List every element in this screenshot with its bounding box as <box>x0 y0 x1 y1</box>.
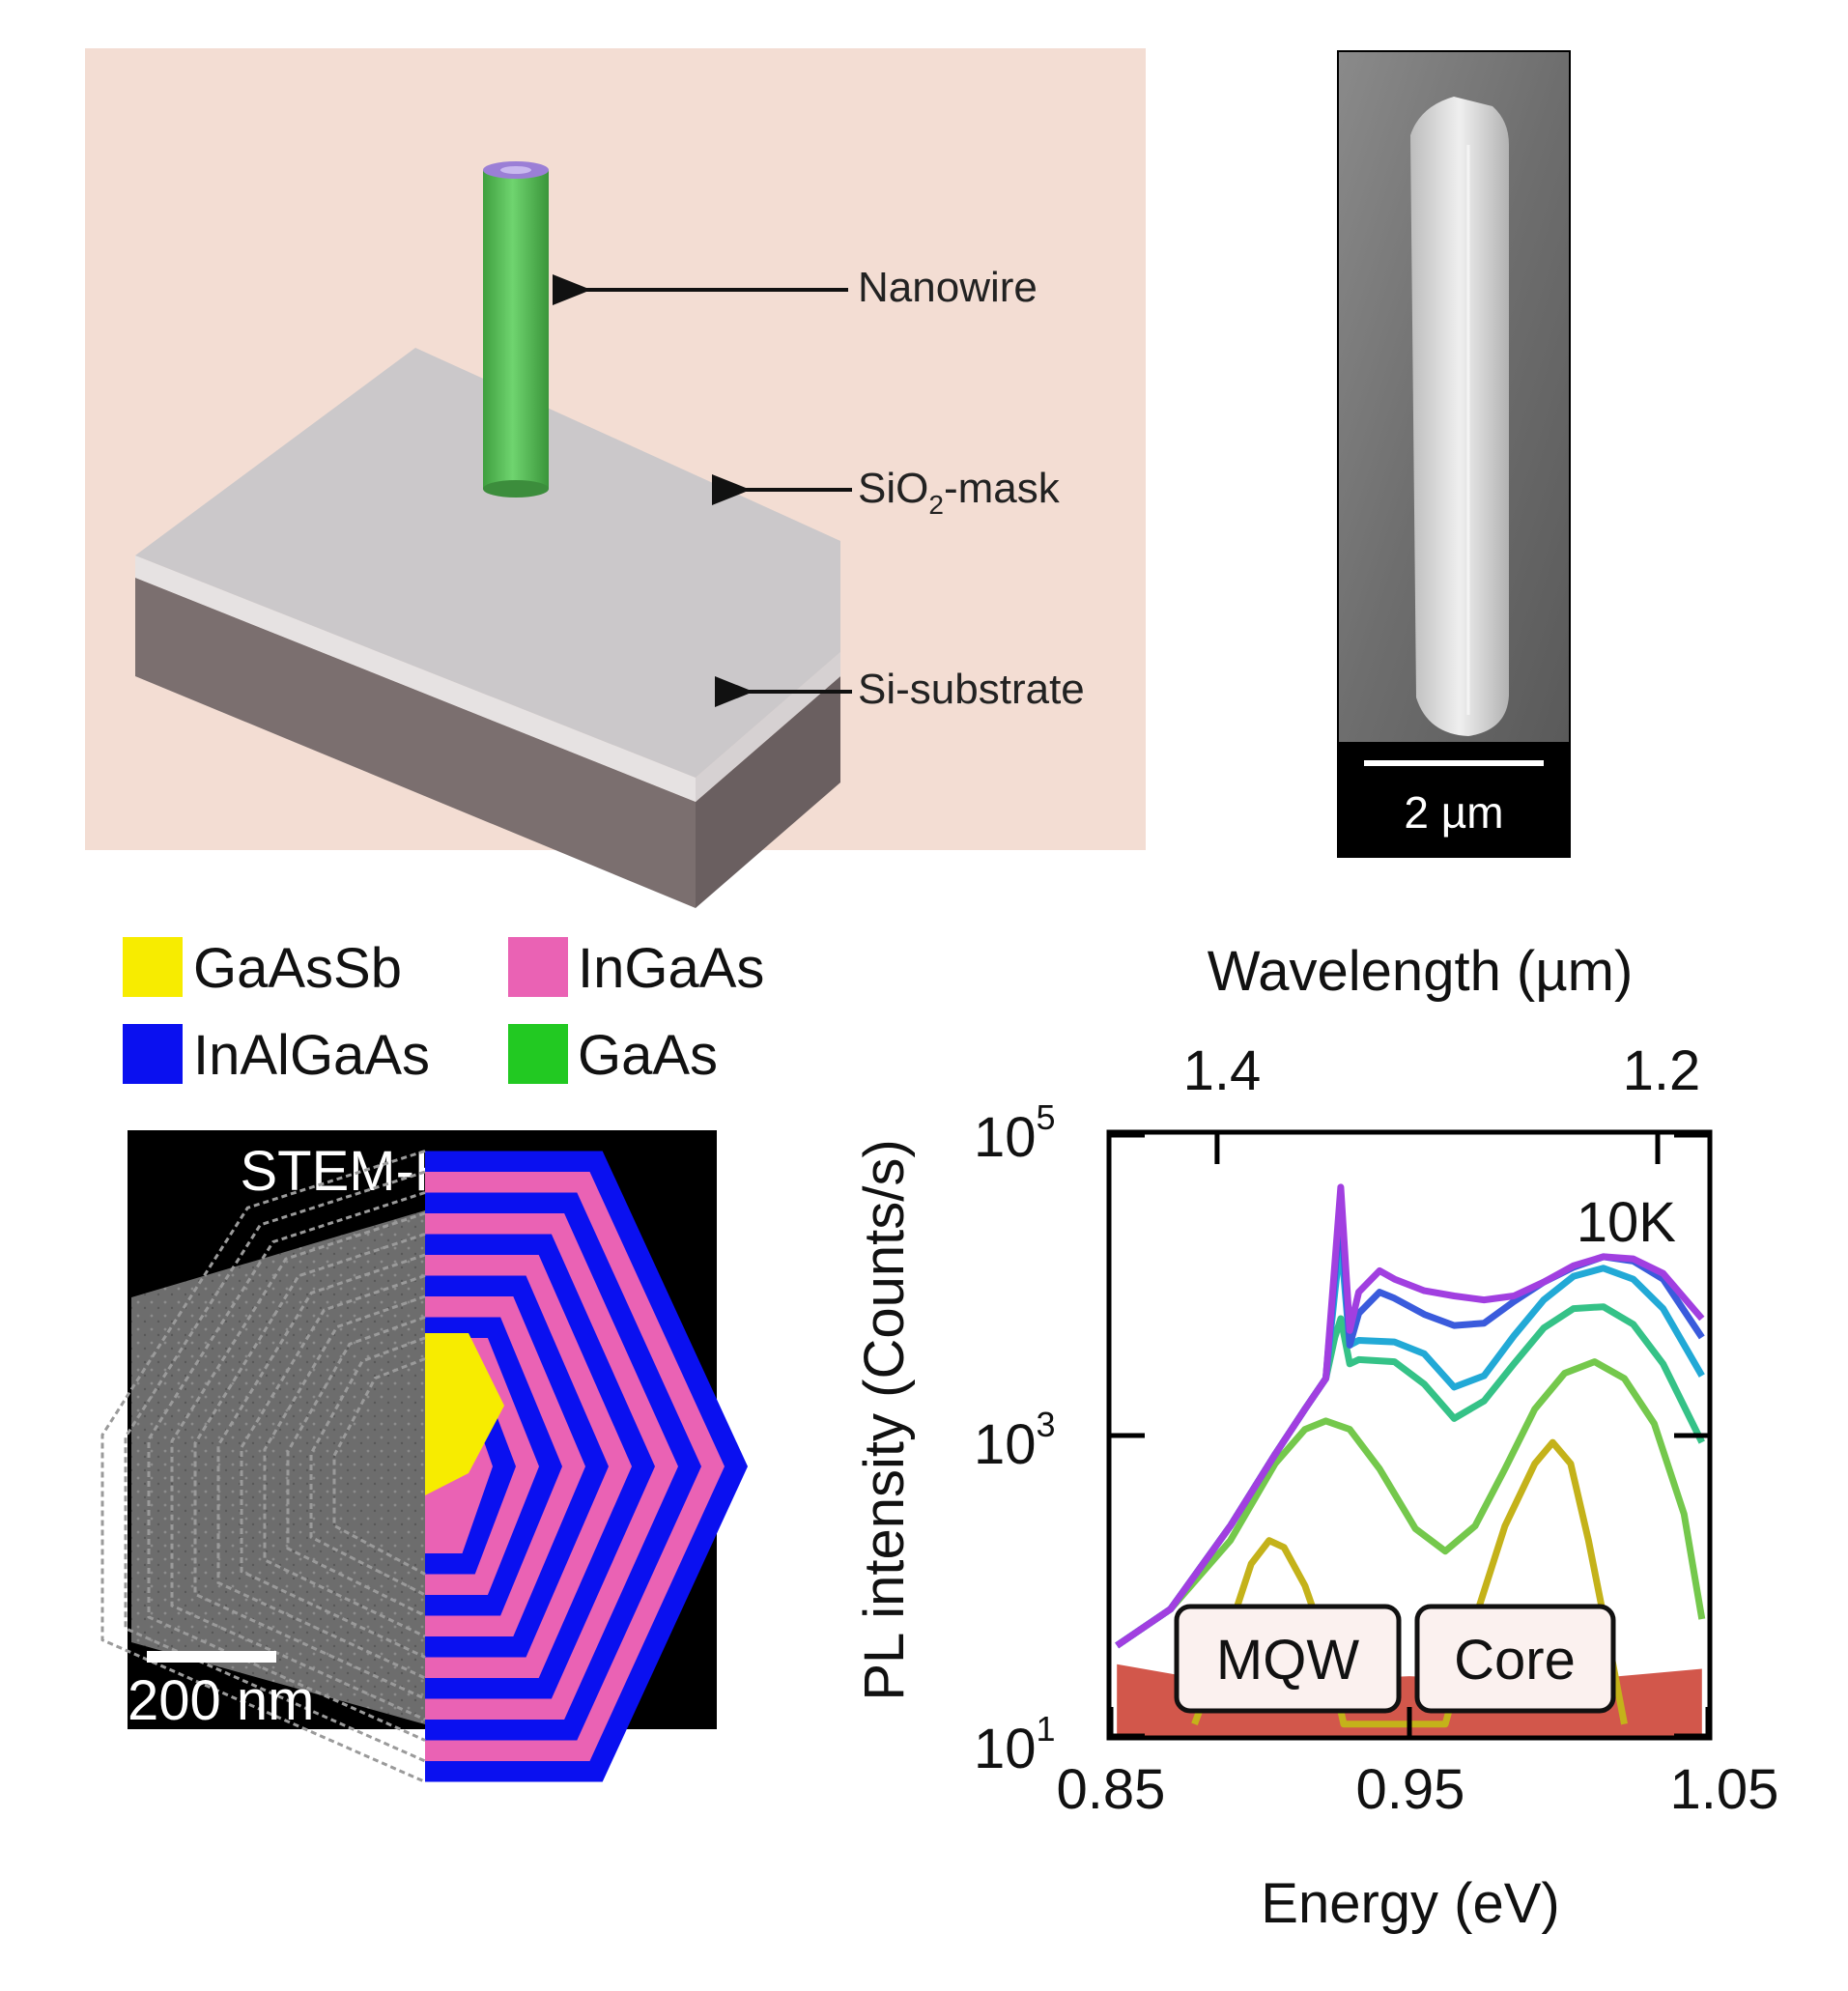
core-label-box <box>1414 1604 1616 1714</box>
stem-haadf-line <box>100 1150 426 1783</box>
legend-swatch-gaas <box>508 1024 568 1084</box>
y-tick-label-5: 105 <box>974 1097 1056 1169</box>
stem-panel: STEM-HAADF 200 nm <box>100 1130 748 1783</box>
series-lowest-power <box>1191 1438 1628 1728</box>
nanowire-label: Nanowire <box>858 264 1038 311</box>
mask-top-face <box>135 348 840 778</box>
plot-frame <box>1106 1129 1713 1741</box>
x-tick-label-0.95: 0.95 <box>1356 1758 1465 1821</box>
stem-haadf-line <box>263 1294 426 1638</box>
legend-label-gaassb: GaAsSb <box>193 937 402 1000</box>
legend-swatch-ingaas <box>508 937 568 997</box>
temperature-annotation: 10K <box>1577 1191 1677 1254</box>
stem-haadf-line <box>216 1253 426 1680</box>
legend-label-ingaas: InGaAs <box>578 937 764 1000</box>
mask-front-face <box>135 555 696 802</box>
stem-core <box>425 1333 504 1495</box>
x-tick-label-0.85: 0.85 <box>1057 1758 1166 1821</box>
mqw-label: MQW <box>1216 1629 1359 1692</box>
series-highest-power <box>1115 1183 1705 1649</box>
y-tick-label-1: 101 <box>974 1709 1056 1780</box>
y-tick-label-3: 103 <box>974 1405 1056 1476</box>
plot-ticks <box>1108 1132 1711 1739</box>
legend-label-inalgaas: InAlGaAs <box>193 1024 430 1087</box>
schematic-panel: Nanowire SiO2-mask Si-substrate <box>85 48 1146 908</box>
stem-haadf-line <box>240 1274 426 1659</box>
sem-panel: 2 µm <box>1337 50 1571 858</box>
sem-nanowire <box>1410 97 1509 736</box>
sem-scale-label: 2 µm <box>1404 787 1503 838</box>
substrate-label: Si-substrate <box>858 666 1085 713</box>
series-power-3 <box>1115 1303 1705 1649</box>
substrate-left-face <box>135 578 696 908</box>
stem-haadf-line <box>286 1316 426 1617</box>
core-label: Core <box>1454 1629 1576 1692</box>
x-axis-title: Energy (eV) <box>1261 1872 1559 1935</box>
series-power-4 <box>1115 1237 1705 1649</box>
stem-rings <box>100 1150 748 1783</box>
top-tick-label-2: 1.2 <box>1623 1039 1701 1102</box>
stem-haadf-line <box>170 1211 426 1721</box>
nanowire-shape <box>483 170 549 489</box>
y-axis-title: PL intensity (Counts/s) <box>853 1139 916 1700</box>
mqw-label-box <box>1174 1604 1402 1714</box>
chart-top-axis-title: Wavelength (µm) <box>1208 940 1634 1003</box>
stem-scale-label: 200 nm <box>128 1669 314 1732</box>
x-tick-label-1.05: 1.05 <box>1670 1758 1779 1821</box>
legend-swatch-gaassb <box>123 937 183 997</box>
stem-haadf-image <box>131 1210 425 1724</box>
stem-haadf-line <box>124 1170 426 1763</box>
mask-label: SiO2-mask <box>858 465 1061 520</box>
legend: GaAsSb InGaAs InAlGaAs GaAs <box>123 937 764 1087</box>
stem-haadf-line <box>332 1357 426 1576</box>
substrate-right-face <box>696 676 840 908</box>
stem-haadf-line <box>193 1233 426 1700</box>
legend-swatch-inalgaas <box>123 1024 183 1084</box>
series-power-2 <box>1115 1358 1706 1649</box>
mask-right-face <box>696 652 840 802</box>
pl-chart: Wavelength (µm) 1.4 1.2 10K MQW Core 105… <box>853 940 1778 1935</box>
top-tick-label-1: 1.4 <box>1183 1039 1262 1102</box>
legend-label-gaas: GaAs <box>578 1024 718 1087</box>
